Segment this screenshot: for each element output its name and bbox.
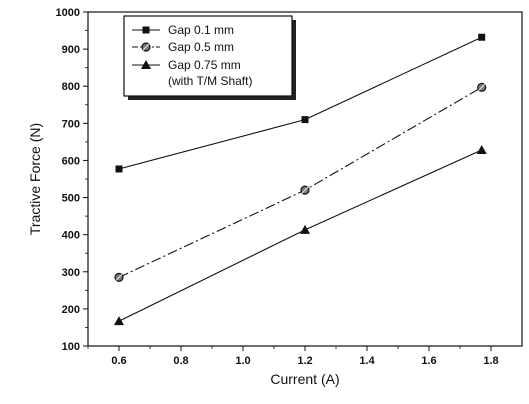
series-2-point-0 <box>114 316 124 326</box>
y-tick-label-7: 800 <box>62 81 80 93</box>
series-0-point-2 <box>478 33 486 41</box>
legend-label-2-line2: (with T/M Shaft) <box>168 74 252 88</box>
x-tick-label-1: 0.8 <box>173 355 188 367</box>
series-1-point-1 <box>300 185 310 195</box>
y-tick-label-9: 1000 <box>56 7 80 19</box>
series-2-line <box>118 149 482 322</box>
series-2-point-2 <box>476 145 487 155</box>
legend-box <box>123 15 293 97</box>
x-tick-label-0: 0.6 <box>111 355 126 367</box>
y-tick-label-1: 200 <box>62 304 80 316</box>
series-0-point-1 <box>301 116 309 124</box>
series-2-point-1 <box>300 224 310 234</box>
legend-label-2: Gap 0.75 mm <box>168 58 241 72</box>
legend-marker-0 <box>142 26 150 34</box>
y-tick-label-3: 400 <box>62 230 80 242</box>
legend-marker-1-hatch <box>142 43 150 51</box>
x-tick-label-2: 1.0 <box>235 355 250 367</box>
y-tick-label-2: 300 <box>62 267 80 279</box>
legend-label-0: Gap 0.1 mm <box>168 23 234 37</box>
x-tick-label-5: 1.6 <box>421 355 436 367</box>
x-tick-label-6: 1.8 <box>483 355 498 367</box>
legend: Gap 0.1 mm Gap 0.5 mm Gap 0.75 mm (with T/M… <box>123 15 296 100</box>
series-1-point-2-hatch <box>478 83 486 91</box>
x-tick-label-3: 1.2 <box>297 355 312 367</box>
series-1-point-1-hatch <box>301 186 309 194</box>
y-axis-label: Tractive Force (N) <box>27 123 43 235</box>
series-1-point-0 <box>114 272 124 282</box>
y-tick-label-4: 500 <box>62 193 80 205</box>
x-tick-label-4: 1.4 <box>359 355 375 367</box>
y-tick-label-5: 600 <box>62 155 80 167</box>
y-tick-label-8: 900 <box>62 44 80 56</box>
series-1-line <box>118 86 482 278</box>
ticks: 0.6 0.8 1.0 1.2 1.4 1.6 1.8 100 200 300 400 500 600 7… <box>56 7 499 367</box>
y-tick-label-0: 100 <box>62 341 80 353</box>
series-1-point-2 <box>477 82 487 92</box>
legend-marker-2 <box>141 60 151 69</box>
series-layer <box>114 33 487 326</box>
legend-marker-1 <box>141 42 151 52</box>
series-1-point-0-hatch <box>115 273 123 281</box>
series-0-point-0 <box>115 165 123 173</box>
legend-label-1: Gap 0.5 mm <box>168 40 234 54</box>
y-tick-label-6: 700 <box>62 118 80 130</box>
x-axis-label: Current (A) <box>270 371 339 387</box>
